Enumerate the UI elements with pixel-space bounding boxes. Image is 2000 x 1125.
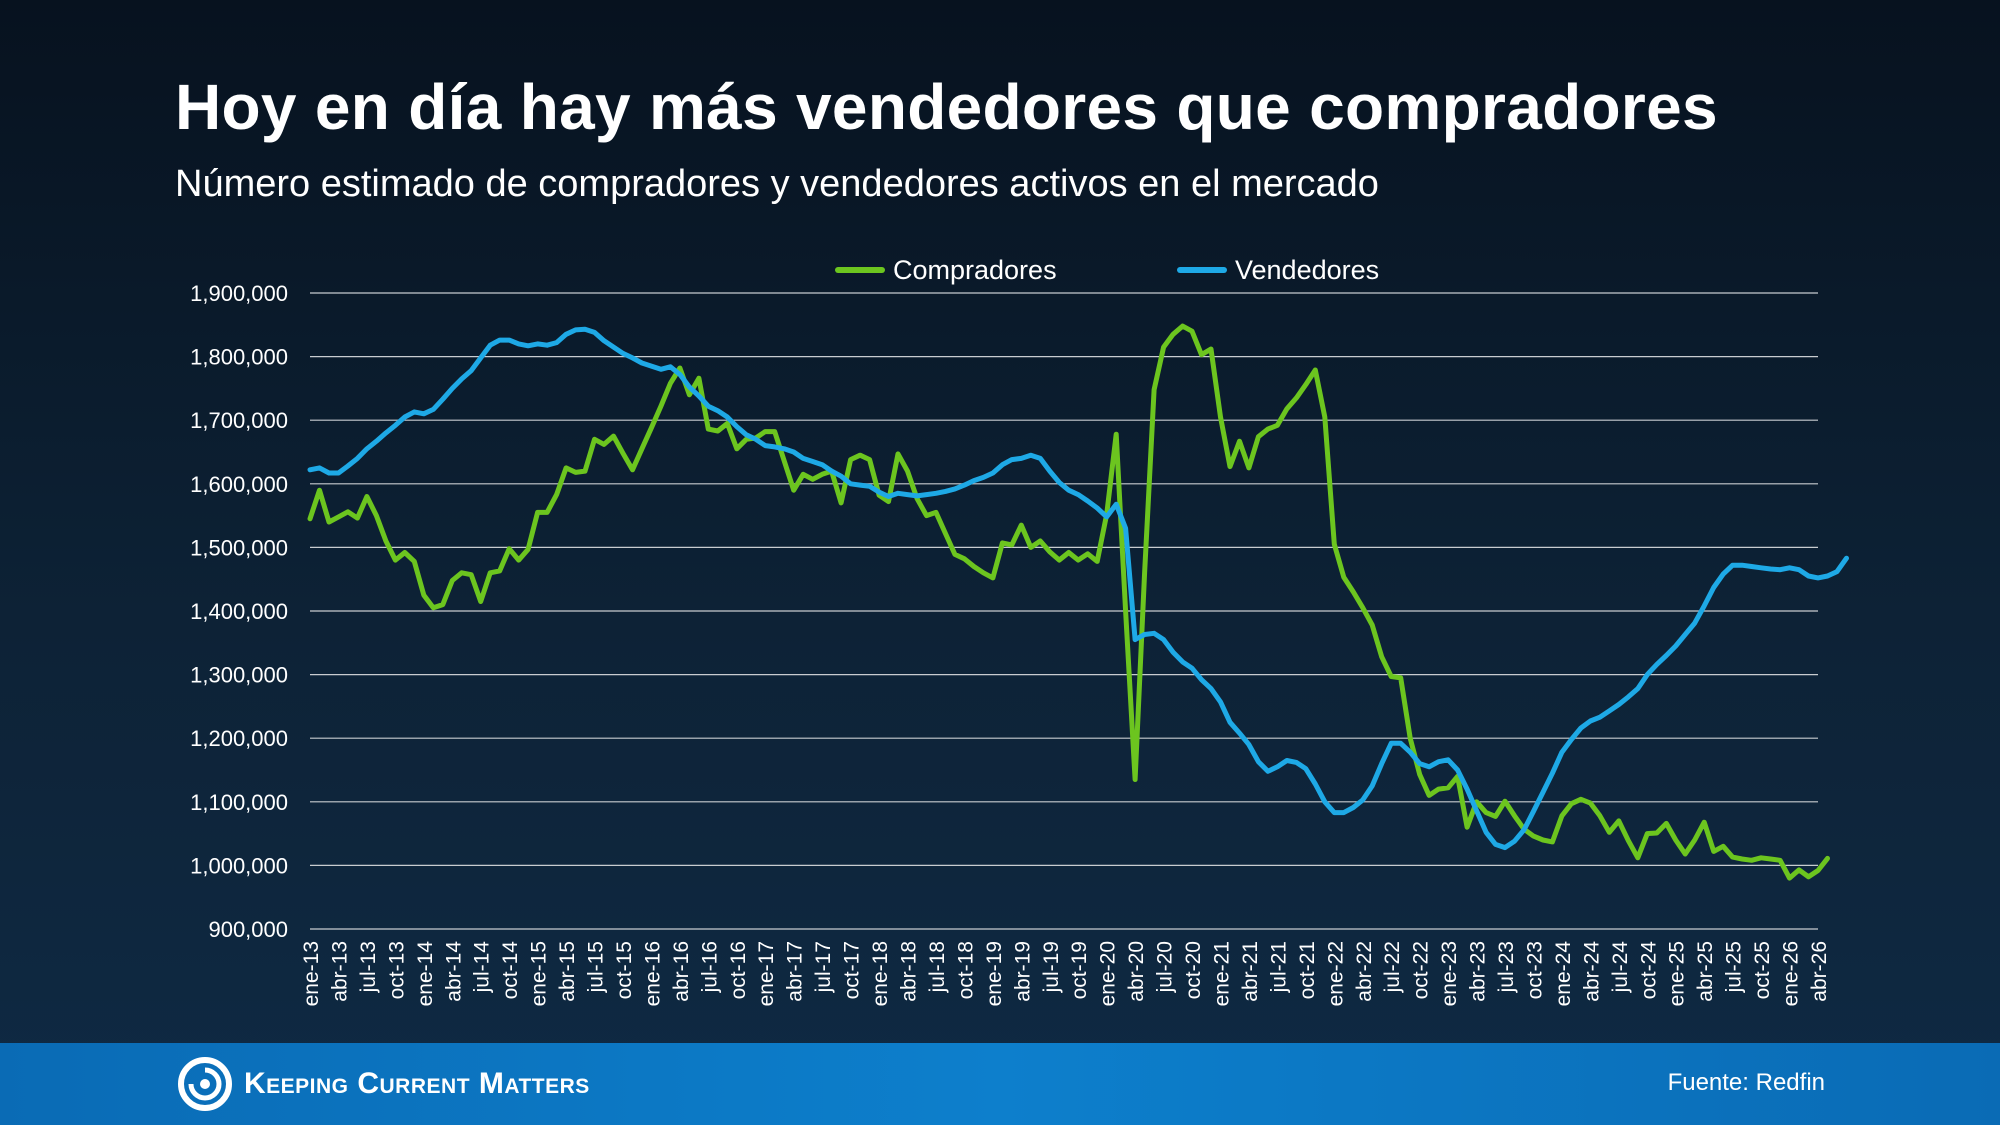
x-tick-label: oct-25	[1751, 941, 1774, 999]
legend-label: Vendedores	[1235, 255, 1379, 285]
x-tick-label: ene-20	[1097, 941, 1120, 1006]
x-tick-label: ene-18	[869, 941, 892, 1006]
x-tick-label: ene-19	[983, 941, 1006, 1006]
x-tick-label: oct-17	[841, 941, 864, 999]
x-tick-label: jul-19	[1040, 941, 1063, 993]
x-tick-label: ene-16	[641, 941, 664, 1006]
x-tick-label: jul-25	[1723, 941, 1746, 993]
x-tick-label: jul-22	[1381, 941, 1404, 993]
x-tick-label: ene-14	[414, 941, 437, 1007]
x-tick-label: ene-22	[1324, 941, 1347, 1006]
y-tick-label: 900,000	[208, 917, 288, 942]
x-tick-label: oct-20	[1182, 941, 1205, 999]
x-tick-label: abr-26	[1808, 941, 1831, 1002]
y-tick-label: 1,800,000	[190, 345, 288, 370]
x-tick-label: oct-24	[1637, 941, 1660, 1000]
x-tick-label: jul-16	[698, 941, 721, 993]
legend-label: Compradores	[893, 255, 1057, 285]
y-tick-label: 1,500,000	[190, 535, 288, 560]
x-tick-label: jul-21	[1267, 941, 1290, 993]
x-tick-label: jul-13	[357, 941, 380, 993]
x-tick-label: jul-18	[926, 941, 949, 993]
x-tick-label: abr-20	[1125, 941, 1148, 1002]
y-tick-label: 1,600,000	[190, 472, 288, 497]
x-tick-label: oct-18	[954, 941, 977, 999]
x-tick-label: oct-16	[727, 941, 750, 999]
x-tick-label: jul-14	[471, 941, 494, 994]
y-tick-label: 1,400,000	[190, 599, 288, 624]
x-axis-tick-labels: ene-13 abr-13 jul-13 oct-13 ene-14 abr-14 jul-…	[300, 941, 1831, 1007]
x-tick-label: jul-20	[1154, 941, 1177, 993]
x-tick-label: oct-22	[1410, 941, 1433, 999]
x-tick-label: jul-15	[585, 941, 608, 993]
chart-subtitle: Número estimado de compradores y vendedo…	[175, 163, 1379, 205]
x-tick-label: abr-23	[1467, 941, 1490, 1002]
y-tick-label: 1,700,000	[190, 408, 288, 433]
legend: Compradores Vendedores	[835, 255, 1379, 285]
series-line-compradores	[307, 323, 1830, 881]
x-tick-label: abr-14	[442, 941, 465, 1002]
x-tick-label: oct-23	[1523, 941, 1546, 999]
x-tick-label: abr-19	[1011, 941, 1034, 1002]
x-tick-label: oct-15	[613, 941, 636, 999]
x-tick-label: ene-24	[1552, 941, 1575, 1007]
line-chart: 900,000 1,000,000 1,100,000 1,200,000 1,300,…	[190, 255, 1849, 1007]
x-tick-label: abr-17	[784, 941, 807, 1002]
x-tick-label: ene-25	[1666, 941, 1689, 1006]
x-tick-label: jul-23	[1495, 941, 1518, 993]
series-line-vendedores	[307, 326, 1849, 851]
source-note: Fuente: Redfin	[1667, 1069, 1825, 1096]
x-tick-label: abr-22	[1353, 941, 1376, 1002]
data-series	[307, 323, 1849, 881]
y-tick-label: 1,000,000	[190, 853, 288, 878]
x-tick-label: ene-26	[1780, 941, 1803, 1006]
brand-logo: Keeping Current Matters	[178, 1057, 590, 1111]
footer-bar: Keeping Current Matters Fuente: Redfin	[0, 1043, 2000, 1125]
x-tick-label: abr-13	[328, 941, 351, 1002]
x-tick-label: abr-16	[670, 941, 693, 1002]
grid-lines	[310, 292, 1818, 930]
x-tick-label: abr-24	[1580, 941, 1603, 1002]
x-tick-label: abr-21	[1239, 941, 1262, 1002]
chart-title: Hoy en día hay más vendedores que compra…	[175, 71, 1718, 143]
brand-name: Keeping Current Matters	[244, 1067, 590, 1100]
x-tick-label: oct-19	[1068, 941, 1091, 999]
y-axis-tick-labels: 900,000 1,000,000 1,100,000 1,200,000 1,300,…	[190, 281, 288, 942]
x-tick-label: oct-21	[1296, 941, 1319, 999]
x-tick-label: ene-13	[300, 941, 323, 1006]
y-tick-label: 1,300,000	[190, 663, 288, 688]
x-tick-label: oct-13	[385, 941, 408, 999]
y-tick-label: 1,200,000	[190, 726, 288, 751]
swirl-logo-icon	[178, 1057, 232, 1111]
y-tick-label: 1,100,000	[190, 790, 288, 815]
x-tick-label: abr-15	[556, 941, 579, 1002]
x-tick-label: ene-17	[755, 941, 778, 1006]
x-tick-label: ene-23	[1438, 941, 1461, 1006]
x-tick-label: abr-18	[898, 941, 921, 1002]
x-tick-label: oct-14	[499, 941, 522, 1000]
x-tick-label: ene-15	[528, 941, 551, 1006]
x-tick-label: jul-17	[812, 941, 835, 993]
x-tick-label: abr-25	[1694, 941, 1717, 1002]
x-tick-label: ene-21	[1210, 941, 1233, 1006]
y-tick-label: 1,900,000	[190, 281, 288, 306]
x-tick-label: jul-24	[1609, 941, 1632, 994]
